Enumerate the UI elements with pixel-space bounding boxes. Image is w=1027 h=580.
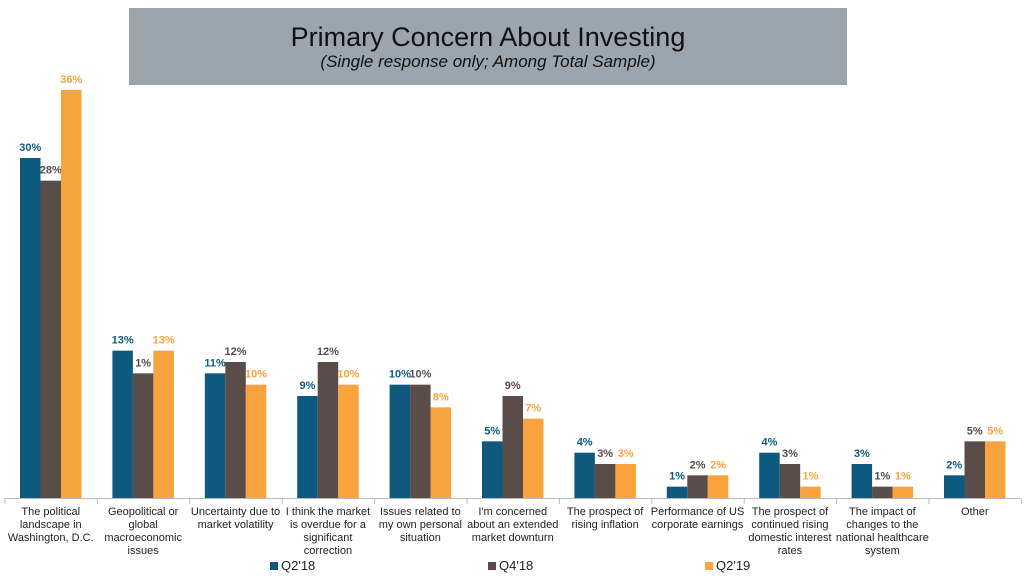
category-label: Performance of US corporate earnings <box>651 506 745 531</box>
legend-item: Q2'19 <box>705 558 750 573</box>
data-label: 5% <box>967 425 983 437</box>
data-label: 11% <box>204 357 226 369</box>
bar <box>297 396 318 498</box>
category-label: Issues related to my own personal situatio… <box>379 506 462 544</box>
bar <box>615 464 636 498</box>
legend-item: Q2'18 <box>270 558 315 573</box>
data-label: 2% <box>710 459 726 471</box>
bar <box>892 486 914 498</box>
legend-item: Q4'18 <box>488 558 533 573</box>
bar <box>317 362 339 498</box>
category-label: Other <box>961 506 989 518</box>
data-label: 4% <box>577 437 593 449</box>
title-banner: Primary Concern About Investing (Single … <box>129 8 847 85</box>
chart-title: Primary Concern About Investing <box>290 22 686 52</box>
data-label: 2% <box>690 459 706 471</box>
bar <box>153 350 174 498</box>
data-label: 30% <box>19 142 41 154</box>
data-label: 1% <box>135 357 151 369</box>
category-label: The political landscape in Washington, D.C… <box>8 506 94 544</box>
category-label: I'm concerned about an extended market dow… <box>467 506 558 544</box>
bar <box>502 396 523 498</box>
bar <box>594 464 616 498</box>
data-label: 10% <box>389 369 411 381</box>
data-label: 10% <box>409 369 431 381</box>
bar <box>245 384 267 498</box>
legend-label: Q2'18 <box>281 558 316 573</box>
category-label: The impact of changes to the national heal… <box>836 506 929 557</box>
bar <box>112 350 133 498</box>
bar <box>40 180 61 498</box>
chart-subtitle: (Single response only; Among Total Sampl… <box>320 52 656 71</box>
data-label: 10% <box>245 369 267 381</box>
bar <box>20 158 41 498</box>
category-label: The prospect of continued rising domestic … <box>748 506 831 557</box>
bar <box>132 373 154 498</box>
bar <box>574 452 595 498</box>
bar <box>338 384 359 498</box>
legend-swatch <box>488 561 496 570</box>
bar <box>204 373 226 498</box>
legend-swatch <box>705 561 713 570</box>
data-label: 3% <box>618 448 634 460</box>
data-label: 36% <box>60 74 82 86</box>
bar <box>985 441 1006 498</box>
data-label: 13% <box>153 335 175 347</box>
data-label: 1% <box>895 471 911 483</box>
data-label: 9% <box>505 380 521 392</box>
data-label: 3% <box>854 448 870 460</box>
bar <box>666 486 688 498</box>
data-label: 1% <box>669 471 685 483</box>
data-label: 3% <box>597 448 613 460</box>
bar <box>851 464 873 498</box>
data-label: 5% <box>484 425 500 437</box>
data-label: 12% <box>225 346 247 358</box>
data-label: 7% <box>525 403 541 415</box>
bar <box>759 452 780 498</box>
bar <box>225 362 246 498</box>
legend-label: Q2'19 <box>716 558 751 573</box>
data-label: 28% <box>40 165 62 177</box>
data-label: 1% <box>802 471 818 483</box>
bar <box>779 464 801 498</box>
bar <box>61 90 82 498</box>
data-label: 5% <box>987 425 1003 437</box>
data-label: 1% <box>874 471 890 483</box>
data-label: 9% <box>299 380 315 392</box>
category-label: Uncertainty due to market volatility <box>191 506 280 531</box>
data-label: 13% <box>112 335 134 347</box>
category-label: I think the market is overdue for a signif… <box>286 506 370 557</box>
bar <box>482 441 503 498</box>
legend-label: Q4'18 <box>499 558 534 573</box>
bar <box>523 418 544 498</box>
data-label: 10% <box>337 369 359 381</box>
legend-swatch <box>270 561 278 570</box>
bar <box>872 486 893 498</box>
data-label: 12% <box>317 346 339 358</box>
legend: Q2'18 Q4'18 Q2'19 <box>0 558 1027 576</box>
bar <box>687 475 708 498</box>
data-label: 4% <box>761 437 777 449</box>
bar <box>944 475 965 498</box>
category-label: Geopolitical or global macroeconomic issues <box>104 506 182 557</box>
bar <box>389 384 411 498</box>
data-label: 8% <box>433 391 449 403</box>
bar <box>800 486 821 498</box>
data-label: 2% <box>946 459 962 471</box>
bar <box>410 384 431 498</box>
data-label: 3% <box>782 448 798 460</box>
bar-chart: 30% 28% 36% The political landscape in Washin… <box>4 74 1022 557</box>
bar <box>964 441 985 498</box>
bar <box>430 407 452 498</box>
bar <box>707 475 729 498</box>
category-label: The prospect of rising inflation <box>567 506 644 531</box>
